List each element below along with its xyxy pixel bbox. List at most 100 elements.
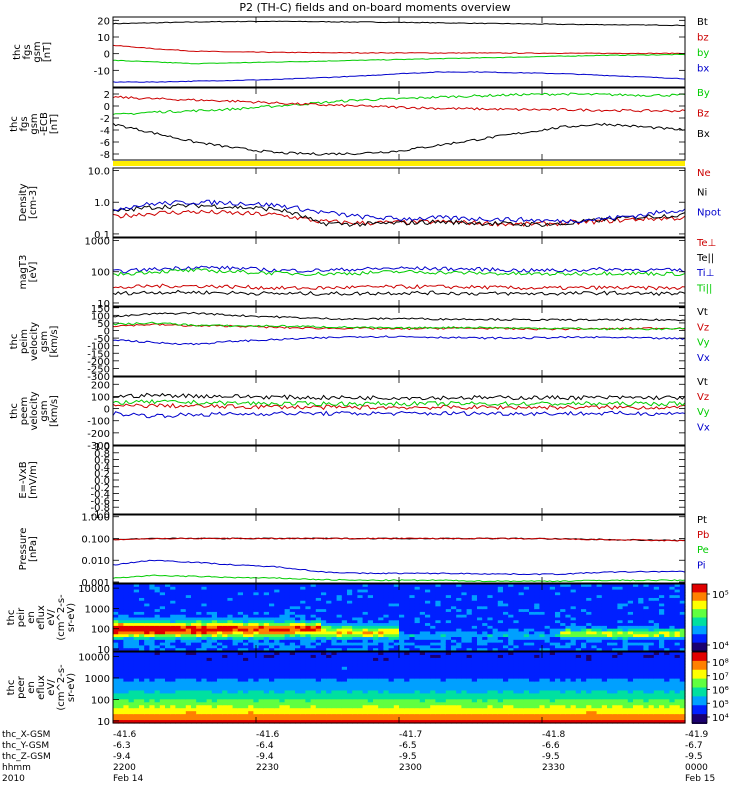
heatmap-cell	[513, 637, 520, 641]
heatmap-cell	[144, 642, 150, 647]
heatmap-cell	[492, 617, 499, 621]
heatmap-cell	[612, 600, 618, 605]
heatmap-cell	[258, 708, 265, 712]
heatmap-cell	[508, 693, 514, 697]
heatmap-cell	[139, 657, 145, 662]
heatmap-cell	[159, 678, 166, 683]
heatmap-cell	[679, 592, 686, 596]
heatmap-cell	[211, 609, 218, 613]
heatmap-cell	[263, 592, 270, 596]
heatmap-cell	[388, 711, 395, 715]
heatmap-cell	[284, 660, 291, 665]
heatmap-cell	[461, 606, 468, 610]
heatmap-cell	[653, 589, 660, 593]
heatmap-cell	[575, 595, 582, 599]
heatmap-cell	[570, 625, 577, 630]
heatmap-cell	[497, 699, 504, 703]
heatmap-cell	[601, 592, 608, 596]
heatmap-cell	[575, 603, 582, 607]
heatmap-cell	[466, 711, 473, 715]
heatmap-cell	[253, 614, 260, 619]
heatmap-cell	[326, 654, 332, 659]
heatmap-cell	[222, 595, 228, 599]
heatmap-cell	[492, 628, 499, 633]
heatmap-cell	[315, 611, 322, 616]
heatmap-cell	[461, 663, 468, 668]
heatmap-cell	[669, 617, 676, 621]
heatmap-cell	[653, 623, 660, 627]
heatmap-cell	[362, 611, 369, 616]
heatmap-cell	[159, 639, 166, 644]
y-tick-label: 0	[104, 50, 110, 61]
heatmap-cell	[399, 687, 405, 692]
heatmap-cell	[243, 693, 249, 697]
heatmap-cell	[503, 620, 509, 624]
heatmap-cell	[362, 699, 369, 703]
heatmap-cell	[113, 637, 119, 641]
heatmap-cell	[487, 660, 494, 665]
heatmap-cell	[154, 611, 161, 616]
heatmap-cell	[419, 628, 426, 633]
heatmap-cell	[201, 675, 208, 680]
heatmap-cell	[373, 705, 379, 709]
heatmap-cell	[274, 634, 280, 638]
heatmap-cell	[196, 660, 202, 665]
heatmap-cell	[425, 642, 431, 647]
heatmap-cell	[180, 666, 187, 671]
heatmap-cell	[269, 693, 275, 697]
heatmap-cell	[627, 628, 634, 633]
heatmap-cell	[581, 595, 587, 599]
heatmap-cell	[191, 597, 197, 602]
heatmap-cell	[664, 628, 670, 633]
heatmap-cell	[310, 654, 317, 659]
heatmap-cell	[326, 611, 332, 616]
heatmap-cell	[217, 684, 223, 689]
heatmap-cell	[492, 693, 499, 697]
heatmap-cell	[482, 584, 488, 588]
heatmap-cell	[149, 675, 156, 680]
heatmap-cell	[253, 666, 260, 671]
heatmap-cell	[331, 666, 338, 671]
heatmap-cell	[581, 623, 587, 627]
heatmap-cell	[144, 623, 150, 627]
heatmap-cell	[373, 690, 379, 695]
heatmap-cell	[362, 681, 369, 686]
heatmap-cell	[466, 714, 473, 718]
heatmap-cell	[326, 657, 332, 662]
heatmap-cell	[466, 606, 473, 610]
heatmap-cell	[404, 589, 410, 593]
heatmap-cell	[305, 609, 312, 613]
heatmap-cell	[466, 652, 473, 656]
heatmap-cell	[383, 666, 390, 671]
heatmap-cell	[503, 652, 509, 656]
heatmap-cell	[227, 595, 234, 599]
heatmap-cell	[373, 696, 379, 700]
heatmap-cell	[466, 603, 473, 607]
heatmap-cell	[237, 654, 244, 659]
heatmap-cell	[227, 696, 234, 700]
heatmap-cell	[539, 637, 546, 641]
heatmap-cell	[430, 611, 436, 616]
heatmap-cell	[357, 684, 364, 689]
heatmap-cell	[367, 597, 374, 602]
heatmap-cell	[289, 589, 296, 593]
heatmap-cell	[227, 666, 234, 671]
y-axis-label: peim	[19, 329, 30, 354]
heatmap-cell	[248, 684, 254, 689]
heatmap-cell	[544, 611, 551, 616]
heatmap-cell	[165, 606, 171, 610]
heatmap-cell	[367, 681, 374, 686]
heatmap-cell	[123, 693, 130, 697]
heatmap-cell	[399, 625, 405, 630]
heatmap-cell	[456, 663, 462, 668]
heatmap-cell	[648, 611, 655, 616]
heatmap-cell	[612, 623, 618, 627]
heatmap-cell	[529, 586, 535, 591]
heatmap-cell	[367, 708, 374, 712]
heatmap-cell	[409, 620, 416, 624]
heatmap-cell	[544, 609, 551, 613]
heatmap-cell	[409, 720, 416, 724]
heatmap-cell	[133, 663, 140, 668]
colorbar-segment	[692, 625, 707, 636]
heatmap-cell	[435, 663, 442, 668]
